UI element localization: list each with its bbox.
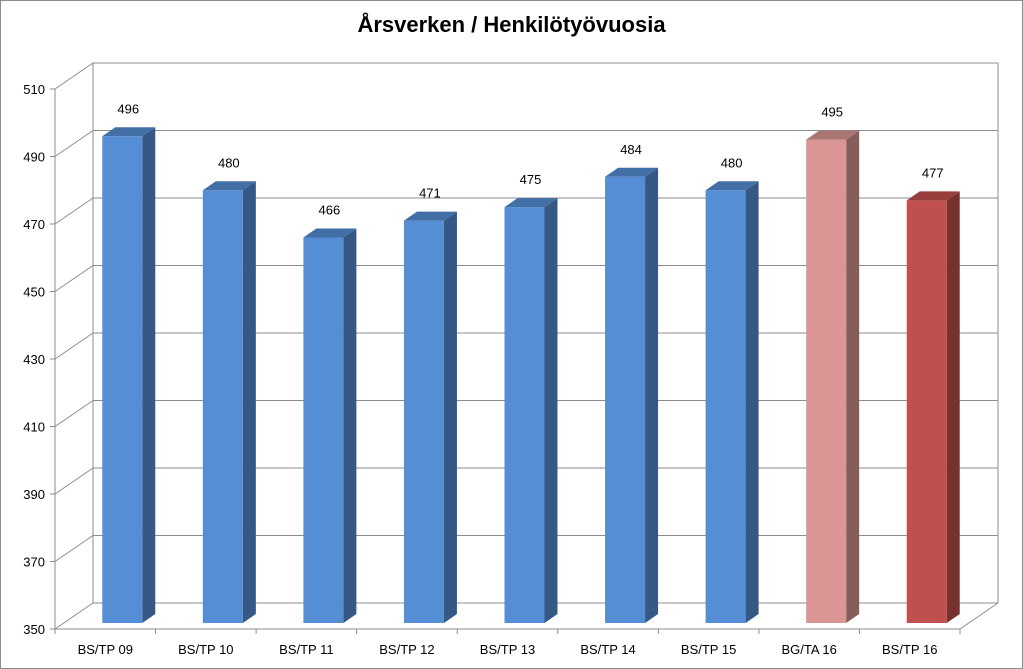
bar-side [443,211,457,623]
gridline-side [54,62,94,90]
gridline-side [54,130,94,157]
gridline-side [54,197,94,225]
bar-top [403,211,457,221]
data-label: 475 [520,172,542,187]
bar-side [645,167,659,623]
data-label: 480 [218,155,240,170]
bar-top [202,181,256,191]
gridline-side [54,265,94,292]
y-tick-label: 390 [23,487,45,502]
bar [605,176,646,623]
y-tick-label: 510 [23,82,45,97]
bar [303,237,344,623]
y-tick-label: 370 [23,555,45,570]
data-label: 480 [721,155,743,170]
gridline-side [54,535,94,562]
bar-top [102,127,156,137]
y-tick-label: 490 [23,150,45,165]
x-tick-label: BS/TP 16 [882,642,937,657]
chart-title: Årsverken / Henkilötyövuosia [357,12,666,37]
data-label: 477 [922,165,944,180]
data-label: 466 [319,203,341,218]
bar-top [806,130,860,140]
bar-top [906,191,960,201]
gridline-side [54,467,94,495]
x-tick-label: BS/TP 09 [78,642,133,657]
x-tick-label: BG/TA 16 [781,642,836,657]
y-tick-label: 450 [23,285,45,300]
y-tick-label: 350 [23,622,45,637]
bar-side [242,181,256,623]
y-tick-label: 430 [23,352,45,367]
x-tick-label: BS/TP 12 [379,642,434,657]
bar [806,139,847,623]
gridline-side [54,602,94,630]
x-tick-label: BS/TP 10 [178,642,233,657]
data-label: 496 [117,101,139,116]
bar-top [705,181,759,191]
bar [705,190,746,623]
gridline-side [54,332,94,360]
bar-side [142,127,156,623]
bar [504,207,545,623]
bar-side [946,191,960,623]
bar-side [544,198,558,623]
bar-top [303,228,357,238]
x-tick-label: BS/TP 15 [681,642,736,657]
bar-side [745,181,759,623]
floor-right-edge [959,602,999,630]
data-label: 484 [620,142,642,157]
y-tick-label: 410 [23,420,45,435]
bar [403,220,444,623]
bar-side [343,228,357,623]
gridline-side [54,400,94,427]
x-tick-label: BS/TP 11 [279,642,333,657]
bar [906,200,947,623]
bar-top [605,167,659,177]
bar [202,190,243,623]
x-tick-label: BS/TP 13 [480,642,535,657]
data-label: 495 [821,105,843,120]
bar-side [846,130,860,623]
data-label: 471 [419,186,441,201]
bar-top [504,198,558,208]
x-tick-label: BS/TP 14 [580,642,635,657]
y-tick-label: 470 [23,217,45,232]
bar [102,136,143,623]
